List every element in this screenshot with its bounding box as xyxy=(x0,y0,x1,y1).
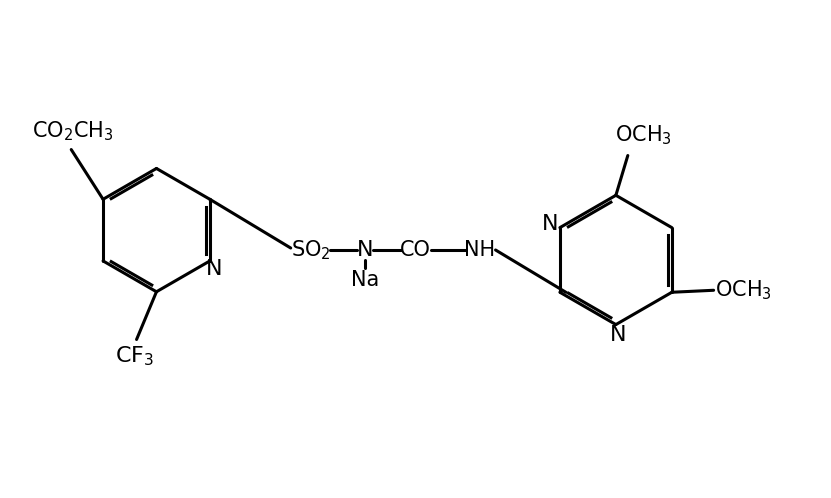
Text: NH: NH xyxy=(464,240,495,260)
Text: N: N xyxy=(610,325,626,345)
Text: OCH$_3$: OCH$_3$ xyxy=(615,124,672,147)
Text: N: N xyxy=(357,240,373,260)
Text: OCH$_3$: OCH$_3$ xyxy=(715,278,772,302)
Text: CO: CO xyxy=(400,240,430,260)
Text: N: N xyxy=(542,214,558,234)
Text: Na: Na xyxy=(352,270,380,290)
Text: CO$_2$CH$_3$: CO$_2$CH$_3$ xyxy=(32,120,114,143)
Text: CF$_3$: CF$_3$ xyxy=(115,345,154,368)
Text: SO$_2$: SO$_2$ xyxy=(291,238,331,262)
Text: N: N xyxy=(205,259,222,279)
